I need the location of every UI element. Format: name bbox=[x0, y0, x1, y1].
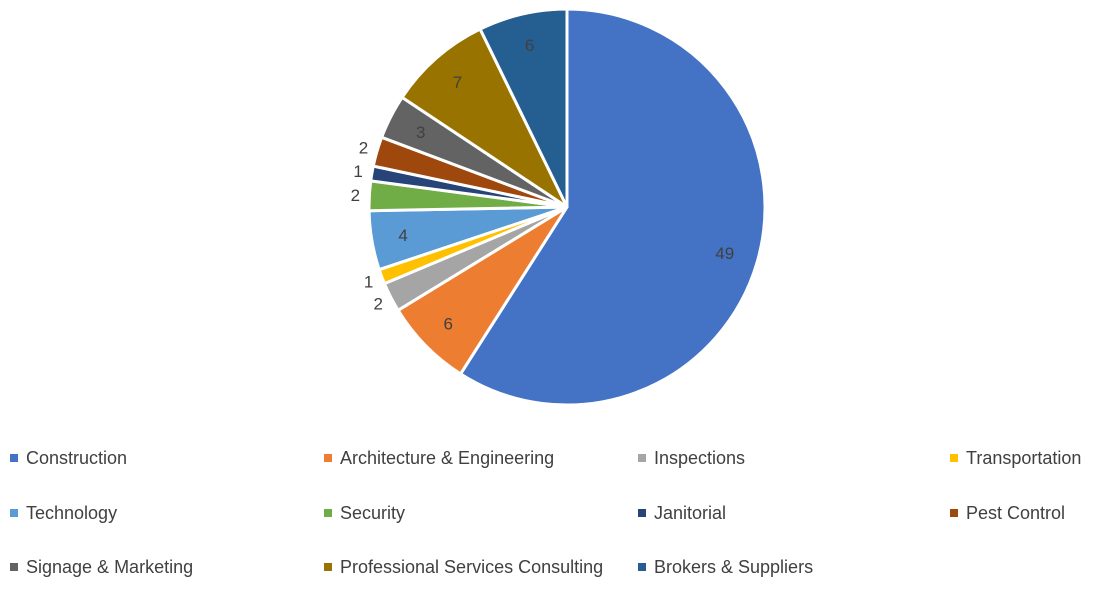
legend-swatch bbox=[324, 454, 332, 462]
data-label-janitorial: 1 bbox=[353, 162, 362, 181]
legend-item-construction: Construction bbox=[10, 446, 127, 470]
legend-label: Architecture & Engineering bbox=[340, 447, 555, 468]
legend-item-inspections: Inspections bbox=[638, 446, 745, 470]
legend-item-signage-and-marketing: Signage & Marketing bbox=[10, 555, 193, 579]
data-label-transportation: 1 bbox=[364, 273, 373, 292]
legend-label: Professional Services Consulting bbox=[340, 556, 604, 577]
data-label-construction: 49 bbox=[715, 244, 734, 263]
data-label-technology: 4 bbox=[398, 226, 407, 245]
data-label-architecture-and-engineering: 6 bbox=[444, 314, 453, 333]
legend-swatch bbox=[10, 509, 18, 517]
legend-label: Pest Control bbox=[966, 502, 1066, 523]
legend-item-architecture-and-engineering: Architecture & Engineering bbox=[324, 446, 554, 470]
data-label-professional-services-consulting: 7 bbox=[453, 73, 462, 92]
chart-legend: Construction Architecture & Engineering In… bbox=[0, 444, 1096, 591]
legend-swatch bbox=[950, 454, 958, 462]
legend-swatch bbox=[638, 563, 646, 571]
legend-item-security: Security bbox=[324, 501, 405, 525]
legend-label: Inspections bbox=[654, 447, 746, 468]
legend-item-professional-services-consulting: Professional Services Consulting bbox=[324, 555, 603, 579]
data-label-inspections: 2 bbox=[374, 295, 383, 314]
legend-swatch bbox=[10, 454, 18, 462]
data-label-signage-and-marketing: 3 bbox=[416, 123, 425, 142]
legend-swatch bbox=[638, 509, 646, 517]
legend-swatch bbox=[950, 509, 958, 517]
legend-swatch bbox=[10, 563, 18, 571]
data-label-pest-control: 2 bbox=[359, 139, 368, 158]
legend-label: Security bbox=[340, 502, 406, 523]
legend-label: Transportation bbox=[966, 447, 1082, 468]
data-label-brokers-and-suppliers: 6 bbox=[525, 36, 534, 55]
legend-swatch bbox=[324, 563, 332, 571]
data-label-security: 2 bbox=[351, 186, 360, 205]
legend-item-janitorial: Janitorial bbox=[638, 501, 726, 525]
pie-slices bbox=[367, 7, 767, 407]
legend-label: Janitorial bbox=[654, 502, 727, 523]
legend-label: Signage & Marketing bbox=[26, 556, 194, 577]
legend-swatch bbox=[638, 454, 646, 462]
legend-item-technology: Technology bbox=[10, 501, 117, 525]
legend-label: Brokers & Suppliers bbox=[654, 556, 814, 577]
legend-label: Construction bbox=[26, 447, 128, 468]
legend-item-pest-control: Pest Control bbox=[950, 501, 1065, 525]
pie-slice-construction bbox=[459, 7, 767, 407]
legend-item-transportation: Transportation bbox=[950, 446, 1081, 470]
pie-slice-professional-services-consulting bbox=[400, 27, 569, 209]
pie-slice-brokers-and-suppliers bbox=[478, 7, 569, 209]
legend-label: Technology bbox=[26, 502, 118, 523]
legend-item-brokers-and-suppliers: Brokers & Suppliers bbox=[638, 555, 813, 579]
legend-swatch bbox=[324, 509, 332, 517]
